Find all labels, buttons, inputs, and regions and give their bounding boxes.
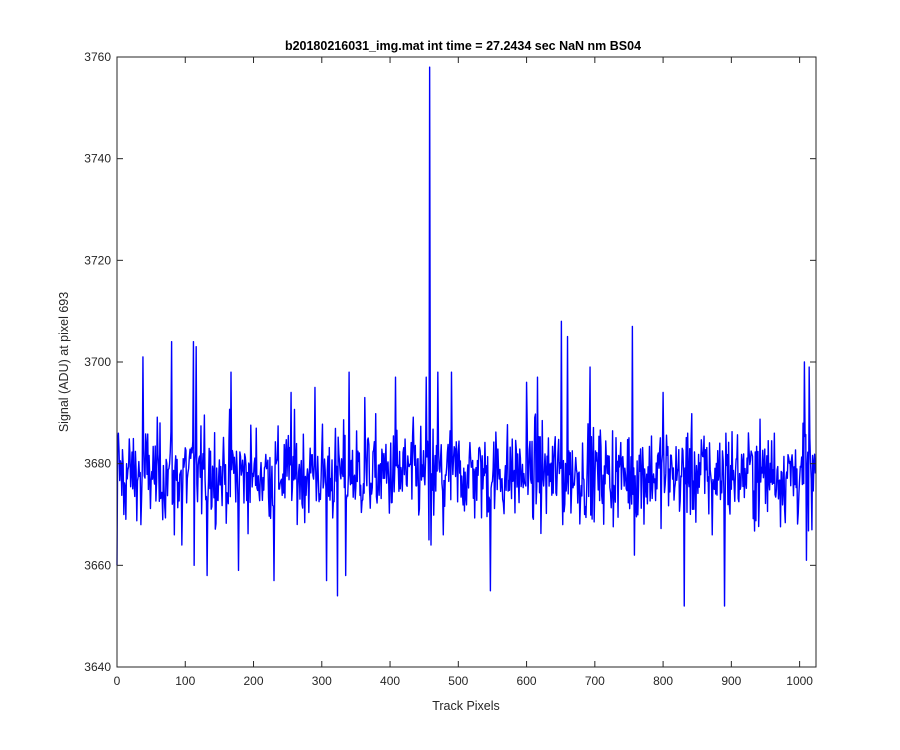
x-tick-label: 500 <box>448 674 468 688</box>
x-axis-label: Track Pixels <box>432 699 500 713</box>
x-tick-label: 600 <box>517 674 537 688</box>
signal-series-line <box>116 66 817 607</box>
y-tick-label: 3640 <box>84 660 111 674</box>
x-tick-label: 800 <box>653 674 673 688</box>
x-tick-label: 200 <box>244 674 264 688</box>
y-tick-label: 3760 <box>84 50 111 64</box>
x-tick-label: 900 <box>721 674 741 688</box>
plot-area <box>117 57 816 667</box>
y-axis: 3640 3660 3680 3700 3720 3740 3760 <box>84 50 816 674</box>
y-tick-label: 3740 <box>84 152 111 166</box>
x-tick-label: 300 <box>312 674 332 688</box>
y-tick-label: 3660 <box>84 558 111 572</box>
x-tick-label: 400 <box>380 674 400 688</box>
x-tick-label: 100 <box>175 674 195 688</box>
data-layer <box>116 66 817 607</box>
x-tick-label: 1000 <box>786 674 813 688</box>
y-tick-label: 3720 <box>84 253 111 267</box>
x-tick-label: 0 <box>114 674 121 688</box>
y-axis-label: Signal (ADU) at pixel 693 <box>57 292 71 432</box>
y-tick-label: 3700 <box>84 355 111 369</box>
y-tick-label: 3680 <box>84 457 111 471</box>
x-axis: 0 100 200 300 400 500 600 700 800 900 1000 <box>114 57 813 688</box>
x-tick-label: 700 <box>585 674 605 688</box>
chart-title: b20180216031_img.mat int time = 27.2434 … <box>285 39 641 53</box>
